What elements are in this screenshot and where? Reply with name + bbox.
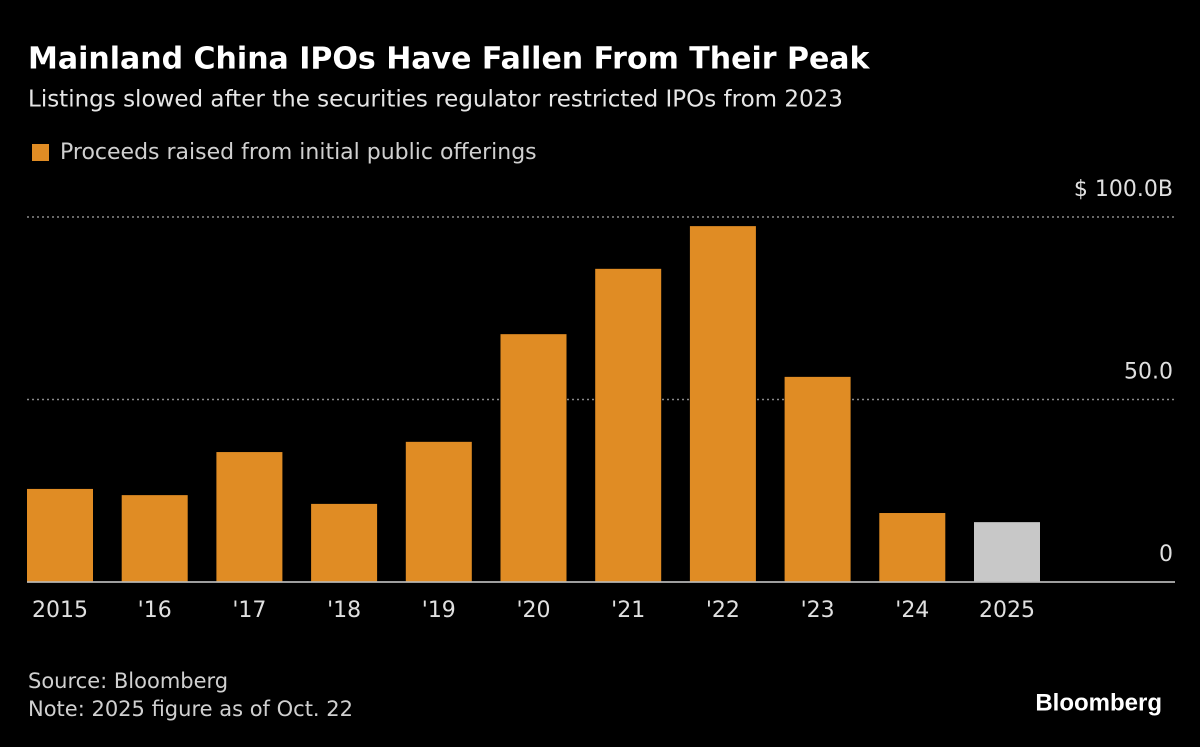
brand-logo: Bloomberg <box>1035 689 1162 716</box>
bar <box>689 226 756 582</box>
legend-label: Proceeds raised from initial public offe… <box>60 140 537 165</box>
bar <box>27 488 93 582</box>
x-tick-label: '17 <box>232 598 266 623</box>
bar <box>311 503 378 582</box>
x-tick-label: '24 <box>895 598 929 623</box>
y-tick-label: $ 100.0B <box>1074 177 1173 202</box>
bar <box>121 495 188 582</box>
bar <box>216 452 283 582</box>
chart-subtitle: Listings slowed after the securities reg… <box>28 87 843 113</box>
x-tick-label: '22 <box>706 598 740 623</box>
x-tick-label: '16 <box>138 598 172 623</box>
x-tick-label: '23 <box>801 598 835 623</box>
x-tick-label: '19 <box>422 598 456 623</box>
bar <box>879 513 946 582</box>
chart-title: Mainland China IPOs Have Fallen From The… <box>28 42 871 77</box>
legend-swatch <box>32 144 49 161</box>
source: Source: Bloomberg <box>28 669 228 693</box>
bar <box>595 268 662 582</box>
y-tick-label: 50.0 <box>1124 360 1173 385</box>
x-tick-label: '21 <box>611 598 645 623</box>
x-tick-label: 2025 <box>979 598 1035 623</box>
bar <box>405 441 472 582</box>
x-tick-label: '20 <box>516 598 550 623</box>
note: Note: 2025 figure as of Oct. 22 <box>28 697 353 721</box>
bar <box>974 522 1040 582</box>
x-tick-label: 2015 <box>32 598 88 623</box>
bar <box>784 376 851 582</box>
y-tick-label: 0 <box>1159 542 1173 567</box>
x-tick-label: '18 <box>327 598 361 623</box>
bar <box>500 334 567 582</box>
